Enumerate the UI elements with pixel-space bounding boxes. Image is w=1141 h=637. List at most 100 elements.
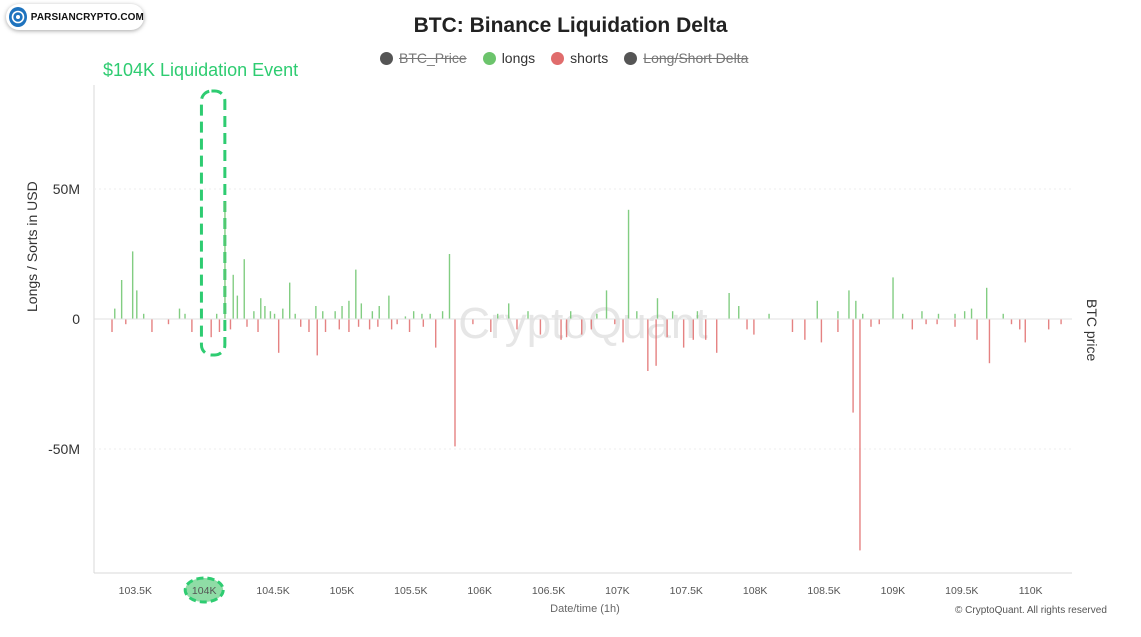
x-tick-label: 107.5K [670, 585, 703, 597]
shorts-bar [716, 319, 718, 353]
shorts-bar [560, 319, 562, 340]
x-tick-label: 104K [192, 585, 217, 597]
x-tick-label: 108.5K [807, 585, 840, 597]
shorts-bar [539, 319, 542, 335]
shorts-bar [229, 319, 232, 330]
shorts-bar [308, 319, 310, 332]
shorts-bar [348, 319, 350, 332]
longs-bar [862, 313, 864, 319]
longs-bar [527, 311, 529, 319]
longs-bar [596, 313, 598, 319]
shorts-bar [324, 319, 327, 332]
longs-bar [371, 311, 374, 319]
longs-bar [232, 274, 234, 319]
legend-item-longs[interactable]: longs [482, 50, 536, 66]
watermark-text: CryptoQuant [458, 299, 707, 348]
legend-label: BTC_Price [399, 50, 467, 66]
shorts-bar [581, 319, 583, 335]
longs-bar [273, 313, 276, 319]
shorts-bar [218, 319, 221, 332]
longs-bar [636, 311, 638, 319]
longs-bar [404, 316, 407, 319]
longs-bar [294, 313, 296, 319]
longs-bar [260, 298, 262, 319]
longs-bar [243, 259, 245, 319]
shorts-bar [357, 319, 360, 327]
longs-bar [429, 313, 431, 319]
legend-label: Long/Short Delta [643, 50, 749, 66]
longs-bar [671, 311, 674, 319]
shorts-bar [338, 319, 340, 330]
shorts-bar [614, 319, 616, 325]
legend-item-long-short-delta[interactable]: Long/Short Delta [624, 50, 748, 66]
legend-item-btc-price[interactable]: BTC_Price [380, 50, 467, 66]
shorts-bar [852, 319, 854, 413]
longs-bar [178, 308, 181, 319]
longs-bar [388, 295, 390, 319]
shorts-bar [316, 319, 318, 356]
logo-text: PARSIANCRYPTO.COM [30, 11, 144, 23]
longs-bar [315, 306, 317, 319]
longs-bar [378, 306, 380, 319]
longs-bar [855, 300, 857, 319]
longs-bar [738, 306, 740, 319]
shorts-bar [746, 319, 748, 330]
shorts-bar [408, 319, 411, 332]
x-tick-label: 109.5K [945, 585, 978, 597]
x-tick-label: 109K [881, 585, 906, 597]
x-tick-label: 106K [467, 585, 492, 597]
y-tick-label: -50M [48, 441, 80, 457]
longs-bar [816, 300, 818, 319]
shorts-bar [925, 319, 927, 325]
shorts-bar [257, 319, 259, 332]
shorts-bar [655, 319, 657, 366]
copyright-text: © CryptoQuant. All rights reserved [955, 605, 1107, 616]
longs-bar [412, 311, 415, 319]
longs-bar [696, 311, 699, 319]
longs-bar [253, 311, 255, 319]
longs-bar [269, 311, 272, 319]
shorts-bar [804, 319, 806, 340]
legend-dot-icon [482, 51, 496, 65]
shorts-bar [111, 319, 113, 332]
x-tick-label: 108K [743, 585, 768, 597]
shorts-bar [1024, 319, 1026, 343]
x-tick-label: 105K [330, 585, 355, 597]
legend-label: longs [501, 50, 536, 66]
chart-title: BTC: Binance Liquidation Delta [413, 14, 728, 37]
longs-bar [985, 287, 988, 319]
longs-bar [508, 303, 510, 319]
longs-bar [441, 311, 444, 319]
shorts-bar [590, 319, 593, 330]
longs-bar [184, 313, 186, 319]
shorts-bar [454, 319, 456, 447]
shorts-bar [191, 319, 193, 332]
legend-label: shorts [570, 50, 609, 66]
shorts-bar [377, 319, 379, 327]
x-tick-label: 106.5K [532, 585, 565, 597]
shorts-bar [167, 319, 170, 325]
longs-bar [963, 311, 966, 319]
shorts-bar [622, 319, 624, 343]
x-tick-label: 105.5K [394, 585, 427, 597]
shorts-bar [878, 319, 880, 325]
shorts-bar [396, 319, 398, 325]
longs-bar [131, 251, 134, 319]
legend-item-shorts[interactable]: shorts [551, 50, 608, 66]
longs-bar [236, 295, 239, 319]
shorts-bar [125, 319, 127, 325]
shorts-bar [666, 319, 668, 338]
longs-bar [142, 313, 145, 319]
chart-legend: BTC_Price longs shorts Long/Short Delta [380, 50, 748, 66]
longs-bar [937, 313, 940, 319]
longs-bar [1002, 313, 1004, 319]
longs-bar [355, 269, 357, 319]
longs-bar [114, 308, 116, 319]
shorts-bar [1060, 319, 1062, 325]
shorts-bar [976, 319, 978, 340]
shorts-bar [682, 319, 685, 348]
legend-dot-icon [624, 51, 638, 65]
shorts-bar [791, 319, 794, 332]
longs-bar [605, 290, 608, 319]
